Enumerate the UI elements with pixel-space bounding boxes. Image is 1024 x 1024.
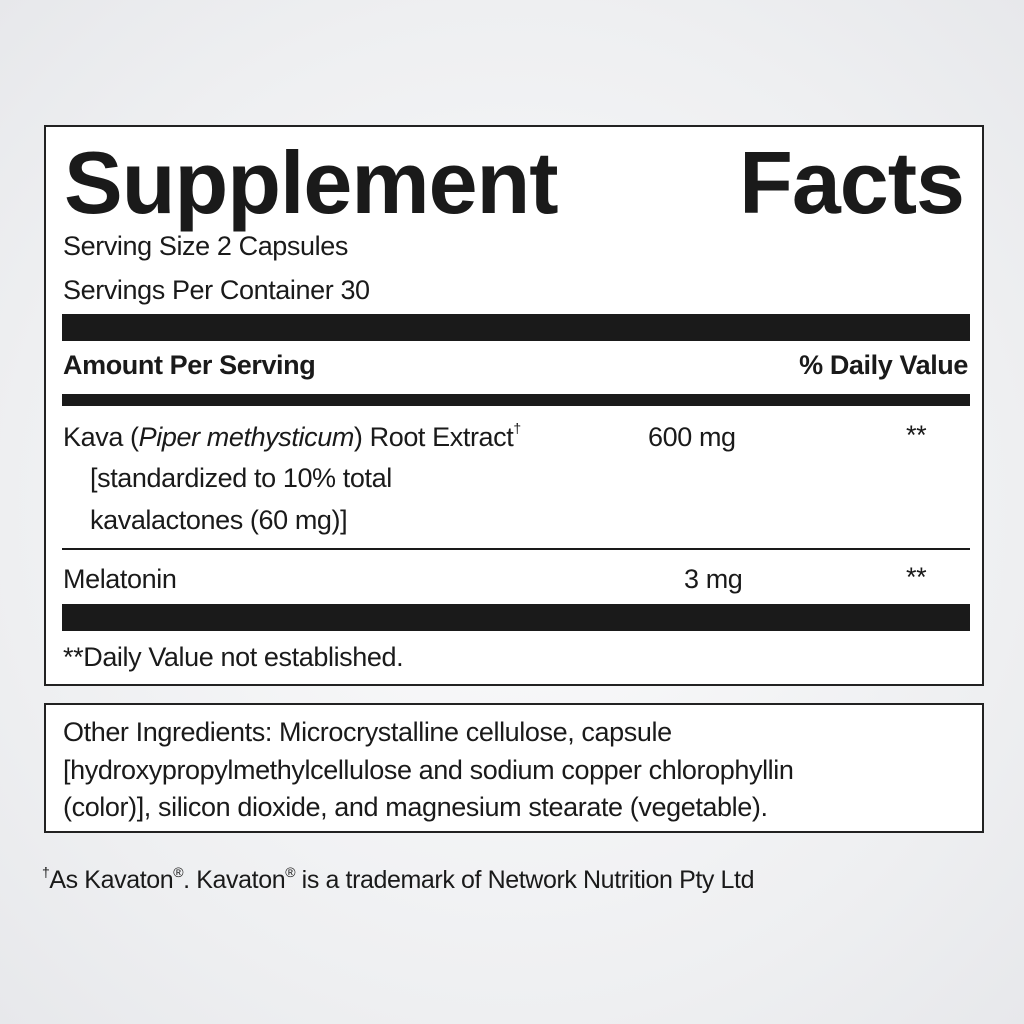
trademark-note: †As Kavaton®. Kavaton® is a trademark of…: [42, 864, 755, 894]
ingredient-name-melatonin: Melatonin: [63, 564, 177, 594]
serving-size: Serving Size 2 Capsules: [63, 231, 348, 261]
thick-divider: [62, 604, 970, 631]
servings-per-container: Servings Per Container 30: [63, 275, 370, 305]
melatonin-amount: 3 mg: [684, 564, 743, 594]
thin-divider: [62, 548, 970, 550]
other-ingredients-panel: Other Ingredients: Microcrystalline cell…: [44, 703, 984, 833]
other-ingredients-line: Other Ingredients: Microcrystalline cell…: [63, 717, 672, 747]
kava-amount: 600 mg: [648, 422, 736, 452]
other-ingredients-line: (color)], silicon dioxide, and magnesium…: [63, 792, 768, 822]
amount-per-serving-header: Amount Per Serving: [63, 350, 316, 380]
dv-footnote: **Daily Value not established.: [63, 642, 404, 672]
daily-value-header: % Daily Value: [799, 350, 968, 380]
thick-divider: [62, 314, 970, 341]
kava-detail: kavalactones (60 mg)]: [90, 505, 348, 535]
panel-title: Supplement Facts: [64, 133, 965, 232]
kava-dv: **: [906, 420, 927, 450]
kava-detail: [standardized to 10% total: [90, 463, 392, 493]
supplement-facts-panel: Supplement Facts Serving Size 2 Capsules…: [44, 125, 984, 686]
medium-divider: [62, 394, 970, 406]
melatonin-dv: **: [906, 562, 927, 592]
other-ingredients-line: [hydroxypropylmethylcellulose and sodium…: [63, 755, 794, 785]
ingredient-name-kava: Kava (Piper methysticum) Root Extract†: [63, 420, 521, 452]
